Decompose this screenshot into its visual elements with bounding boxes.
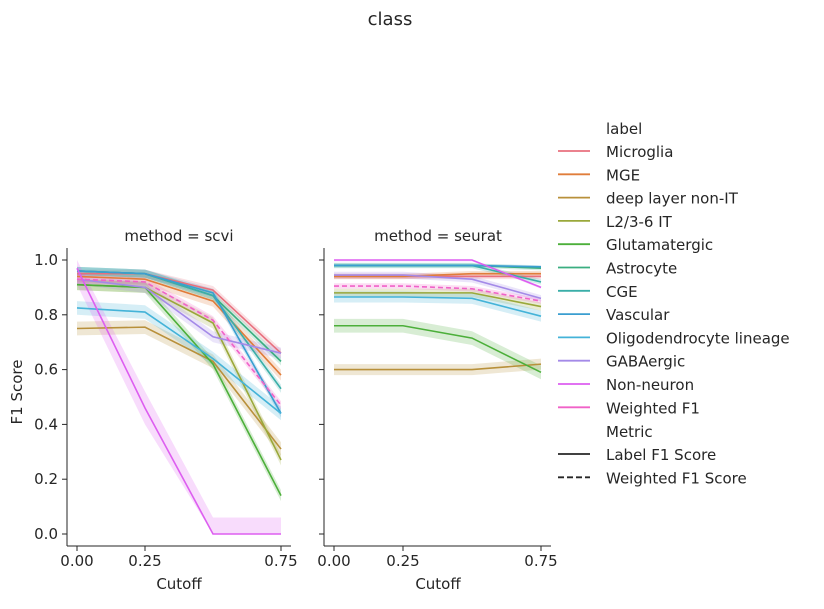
y-tick-label: 0.6 (34, 361, 58, 379)
band-astrocyte (77, 266, 281, 366)
band-oligodendrocyte-lineage (77, 301, 281, 421)
panel-title-scvi: method = scvi (124, 227, 233, 245)
band-glutamatergic (77, 279, 281, 502)
legend-label-non-neuron: Non-neuron (606, 376, 694, 394)
x-tick-label: 0.00 (317, 552, 350, 570)
line-deep-layer-non-it (334, 363, 542, 371)
band-l2-3-6-it (334, 288, 541, 311)
line-weighted-f1 (76, 278, 282, 406)
line-vascular (334, 264, 542, 268)
legend-label-weighted-f1: Weighted F1 (606, 399, 700, 417)
legend-label-astrocyte: Astrocyte (606, 260, 677, 278)
legend-label-glutamatergic: Glutamatergic (606, 236, 713, 254)
band-gabaergic (77, 273, 281, 359)
line-oligodendrocyte-lineage (76, 307, 282, 415)
line-deep-layer-non-it (76, 326, 282, 450)
legend-label-microglia: Microglia (606, 143, 673, 161)
legend-style-label-label-f1-score: Label F1 Score (606, 446, 716, 464)
line-oligodendrocyte-lineage (334, 296, 542, 317)
y-tick-label: 0.8 (34, 306, 58, 324)
line-glutamatergic (334, 324, 542, 374)
legend-label-deep-layer-non-it: deep layer non-IT (606, 190, 739, 208)
band-microglia (77, 269, 281, 358)
y-tick-label: 0.2 (34, 470, 58, 488)
band-oligodendrocyte-lineage (334, 291, 541, 322)
chart-title: class (368, 9, 413, 30)
y-tick-label: 0.4 (34, 415, 58, 433)
line-non-neuron (334, 259, 542, 289)
panel-0: 0.0 0.2 0.4 0.6 0.8 1.0 0.00 0.25 0.75 (34, 248, 298, 570)
legend-label-mge: MGE (606, 166, 640, 184)
legend-label-cge: CGE (606, 283, 638, 301)
band-deep-layer-non-it (334, 358, 541, 376)
legend-label-vascular: Vascular (606, 306, 670, 324)
y-tick-label: 1.0 (34, 251, 58, 269)
line-non-neuron (76, 267, 281, 535)
legend-style-label-weighted-f1-score: Weighted F1 Score (606, 469, 747, 487)
line-weighted-f1 (334, 285, 542, 302)
legend-label-gabaergic: GABAergic (606, 353, 685, 371)
line-glutamatergic (76, 283, 282, 497)
legend-label-oligodendrocyte-lineage: Oligodendrocyte lineage (606, 329, 790, 347)
line-gabaergic (76, 278, 282, 354)
line-vascular (76, 270, 282, 414)
legend: label Microglia MGE deep layer non-IT L2/3-… (558, 120, 790, 487)
legend-label-l2-3-6-it: L2/3-6 IT (606, 213, 673, 231)
band-weighted-f1 (334, 283, 541, 304)
y-tick-label: 0.0 (34, 525, 58, 543)
line-mge (76, 275, 282, 376)
line-microglia (77, 272, 282, 354)
legend-style-title: Metric (606, 423, 653, 441)
x-tick-label: 0.75 (524, 552, 557, 570)
legend-hue-title: label (606, 120, 642, 138)
x-axis-label-scvi: Cutoff (156, 575, 202, 593)
panel-title-seurat: method = seurat (374, 227, 502, 245)
band-cge (334, 262, 541, 285)
line-l2-3-6-it (334, 292, 542, 308)
band-deep-layer-non-it (77, 320, 281, 456)
x-tick-label: 0.75 (264, 552, 297, 570)
x-tick-label: 0.25 (128, 552, 161, 570)
x-tick-label: 0.00 (60, 552, 93, 570)
panel-1: 0.00 0.25 0.75 (317, 248, 558, 570)
x-axis-label-seurat: Cutoff (415, 575, 461, 593)
band-glutamatergic (334, 318, 541, 380)
line-gabaergic (334, 274, 542, 300)
y-axis-label: F1 Score (8, 360, 26, 425)
x-tick-label: 0.25 (386, 552, 419, 570)
